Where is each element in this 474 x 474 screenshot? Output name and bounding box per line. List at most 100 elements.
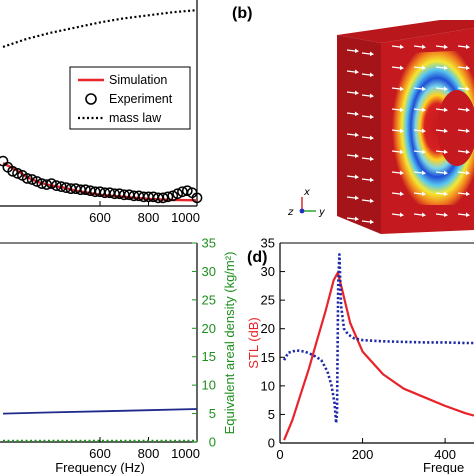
- model-arrow-head: [370, 135, 374, 140]
- model-arrow: [435, 150, 445, 153]
- panel-a-xtick-label: 800: [138, 210, 160, 225]
- experiment-point: [191, 192, 203, 204]
- model-arrow-head: [355, 195, 359, 200]
- panel-d-red-line: [283, 271, 474, 441]
- model-hole: [437, 90, 474, 166]
- model-arrow: [457, 213, 467, 216]
- panel-a-xtick-label: 1000: [171, 210, 200, 225]
- model-arrow: [361, 52, 371, 55]
- panel-c-y2tick-label: 25: [202, 292, 216, 307]
- panel-c-xlabel: Frequency (Hz): [55, 460, 145, 474]
- experiment-point: [31, 176, 43, 187]
- model-arrow-head: [444, 149, 448, 154]
- panel-d-ytick-label: 5: [268, 407, 275, 422]
- model-arrow: [435, 129, 445, 132]
- model-arrow-head: [444, 170, 448, 175]
- model-arrow: [457, 87, 467, 90]
- model-arrow: [391, 87, 401, 90]
- model-arrow: [413, 108, 423, 111]
- model-arrow: [457, 192, 467, 195]
- model-arrow-head: [422, 191, 426, 196]
- model-arrow: [346, 175, 356, 178]
- model-arrow-head: [355, 111, 359, 116]
- experiment-point: [46, 178, 57, 189]
- panel-d-ytick-label: 35: [261, 236, 275, 251]
- model-arrow-head: [355, 174, 359, 179]
- model-arrow: [435, 108, 445, 111]
- model-heat-pattern: [392, 50, 474, 205]
- model-arrow-head: [400, 65, 404, 70]
- model-arrow-head: [355, 48, 359, 53]
- model-arrow: [435, 213, 445, 216]
- model-arrow-head: [466, 170, 470, 175]
- panel-c-y2tick-label: 0: [209, 435, 216, 450]
- model-arrow: [346, 196, 356, 199]
- model-arrow-head: [466, 128, 470, 133]
- model-arrow-head: [422, 149, 426, 154]
- panel-d-ytick-label: 15: [261, 350, 275, 365]
- model-arrow: [457, 150, 467, 153]
- panel-b-label: (b): [232, 5, 252, 22]
- panel-b-model: (b) x: [232, 5, 474, 234]
- model-arrow-head: [422, 212, 426, 217]
- model-arrow: [346, 112, 356, 115]
- model-arrow: [346, 70, 356, 73]
- panel-a-chart: 600 800 1000 Simulation Experiment mass la…: [0, 0, 203, 225]
- legend-experiment-swatch: [85, 93, 97, 105]
- triad-y-label: y: [318, 207, 326, 218]
- panel-d-ytick-label: 25: [261, 293, 275, 308]
- panel-d-ytick-label: 10: [261, 378, 275, 393]
- model-arrow: [391, 129, 401, 132]
- model-arrow-head: [422, 65, 426, 70]
- model-arrow-head: [370, 156, 374, 161]
- panel-d-xtick-label: 0: [276, 447, 283, 462]
- panel-d-ytick-label: 0: [268, 436, 275, 451]
- model-arrow: [391, 66, 401, 69]
- experiment-point: [26, 174, 38, 185]
- triad-x-label: x: [303, 187, 310, 198]
- panel-c-y2tick-label: 20: [202, 321, 216, 336]
- panel-c-y2label: Equivalent areal density (kg/m²): [222, 252, 237, 435]
- panel-d-ytick-label: 20: [261, 321, 275, 336]
- model-arrows: [346, 44, 470, 224]
- panel-c-y2tick-label: 10: [202, 378, 216, 393]
- model-arrow: [391, 150, 401, 153]
- model-arrow: [346, 217, 356, 220]
- model-arrow: [361, 94, 371, 97]
- model-top-face: [337, 20, 474, 43]
- panel-d-xlabel: Freque: [423, 460, 464, 474]
- model-arrow-head: [444, 128, 448, 133]
- model-arrow-head: [444, 65, 448, 70]
- model-arrow-head: [422, 44, 426, 49]
- experiment-point: [21, 173, 33, 184]
- model-arrow-head: [370, 72, 374, 77]
- model-arrow: [391, 192, 401, 195]
- panel-c-xtick-label: 800: [138, 446, 160, 461]
- model-arrow-head: [444, 44, 448, 49]
- model-arrow-head: [355, 216, 359, 221]
- panel-c-navy-line: [2, 408, 198, 415]
- model-arrow: [413, 192, 423, 195]
- model-arrow: [361, 73, 371, 76]
- model-arrow-head: [400, 128, 404, 133]
- experiment-point: [51, 180, 62, 191]
- model-arrow: [413, 129, 423, 132]
- model-arrow: [435, 171, 445, 174]
- model-arrow-head: [444, 107, 448, 112]
- experiment-point: [181, 185, 193, 197]
- model-arrow: [457, 45, 467, 48]
- model-arrow: [361, 220, 371, 223]
- panel-d-chart: (d) 0 5 10 15 20 25 30 35 0 200 400 Freque STL (dB…: [246, 236, 474, 474]
- model-arrow: [391, 213, 401, 216]
- experiment-point: [157, 192, 169, 204]
- model-arrow-head: [370, 51, 374, 56]
- model-arrow-head: [370, 114, 374, 119]
- model-arrow-head: [422, 128, 426, 133]
- model-arrow-head: [355, 69, 359, 74]
- model-arrow-head: [444, 212, 448, 217]
- panel-d-blue-dotted-line: [282, 253, 474, 425]
- model-arrow-head: [370, 219, 374, 224]
- model-arrow: [361, 199, 371, 202]
- experiment-point: [162, 191, 174, 203]
- panel-d-label: (d): [247, 249, 267, 266]
